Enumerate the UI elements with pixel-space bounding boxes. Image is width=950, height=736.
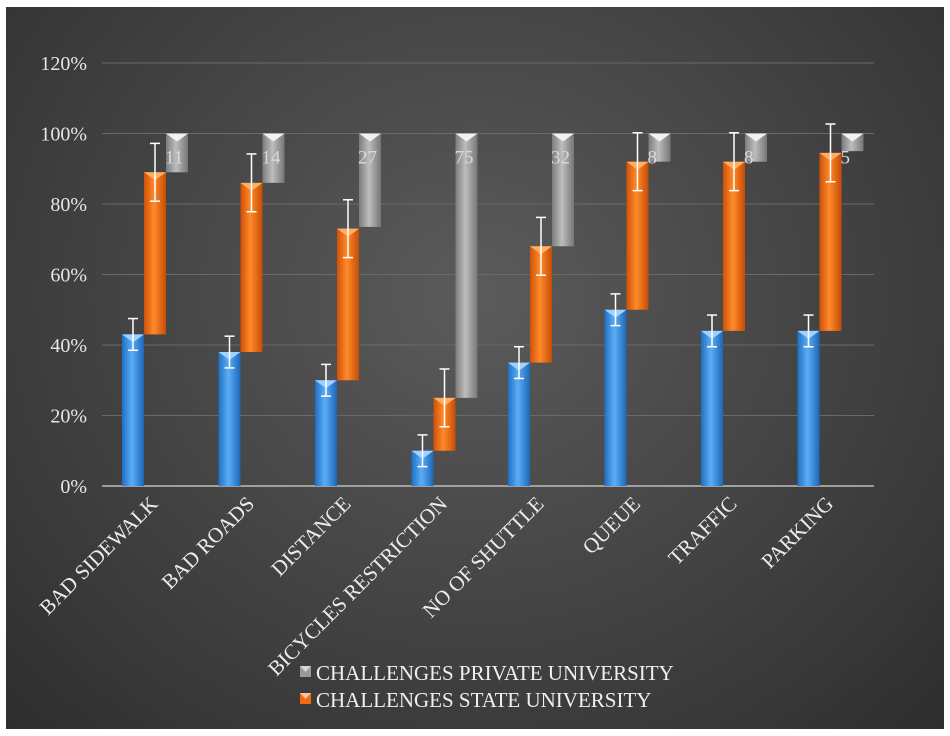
bar-gray (359, 133, 381, 227)
bars (122, 133, 864, 486)
bar-orange (819, 152, 842, 331)
bar-blue (604, 309, 627, 486)
bar-blue (411, 450, 434, 486)
bar-gray-cap (745, 133, 767, 142)
legend-swatch-cap (300, 693, 311, 699)
bar-blue (315, 380, 337, 486)
bar-orange (144, 172, 166, 335)
y-tick-label: 40% (50, 335, 87, 357)
bar-orange (240, 182, 263, 353)
bar-gray (166, 133, 188, 173)
bar-orange (530, 246, 552, 363)
y-tick-label: 100% (40, 124, 87, 146)
category-label: QUEUE (578, 492, 645, 559)
bar-gray (841, 133, 864, 152)
bar-blue (508, 362, 530, 486)
legend-label-private: CHALLENGES PRIVATE UNIVERSITY (316, 661, 674, 685)
data-label-gray: 5 (841, 147, 851, 168)
bar-gray-cap (359, 133, 381, 142)
gridlines (102, 62, 874, 487)
bar-gray (745, 133, 767, 162)
bar-orange (723, 161, 745, 331)
y-tick-label: 60% (50, 265, 87, 287)
error-bars (128, 123, 836, 468)
chart-frame: 0% 20% 40% 60% 80% 100% 120% 11 14 27 75 32 8 8 5 BAD… (6, 7, 944, 729)
data-label-gray: 32 (551, 147, 570, 168)
data-label-gray: 14 (262, 147, 282, 168)
bar-gray-cap (648, 133, 671, 142)
bar-gray-cap (841, 133, 864, 142)
bar-gray (455, 133, 478, 398)
data-labels: 11 14 27 75 32 8 8 5 (165, 147, 850, 168)
bar-blue (218, 352, 241, 486)
bar-blue (701, 330, 723, 486)
y-tick-label: 80% (50, 194, 87, 216)
y-tick-label: 120% (40, 53, 87, 75)
category-label: BAD SIDEWALK (35, 492, 163, 620)
data-label-gray: 8 (648, 147, 658, 168)
bar-orange (337, 228, 359, 381)
bar-blue (797, 330, 820, 486)
bar-orange (626, 161, 649, 310)
legend-label-state: CHALLENGES STATE UNIVERSITY (316, 688, 651, 712)
bar-chart: 0% 20% 40% 60% 80% 100% 120% 11 14 27 75 32 8 8 5 BAD… (35, 53, 874, 712)
bar-gray (262, 133, 285, 183)
bar-gray-cap (166, 133, 188, 142)
bar-gray-cap (552, 133, 574, 142)
category-label: DISTANCE (266, 492, 355, 581)
y-tick-label: 0% (60, 476, 87, 498)
bar-gray-cap (455, 133, 478, 142)
category-label: BICYCLES RESTRICTION (263, 492, 452, 681)
data-label-gray: 75 (455, 147, 474, 168)
bar-gray (648, 133, 671, 162)
bar-gray (552, 133, 574, 247)
data-label-gray: 8 (744, 147, 754, 168)
legend: CHALLENGES PRIVATE UNIVERSITY CHALLENGES … (300, 661, 674, 712)
data-label-gray: 11 (165, 147, 183, 168)
bar-gray-cap (262, 133, 285, 142)
legend-swatch-cap (300, 666, 311, 672)
category-label: BAD ROADS (157, 492, 259, 594)
y-tick-label: 20% (50, 406, 87, 428)
category-label: TRAFFIC (663, 492, 741, 570)
category-label: PARKING (756, 492, 838, 574)
data-label-gray: 27 (358, 147, 377, 168)
bar-blue (122, 334, 144, 486)
y-axis-ticks: 0% 20% 40% 60% 80% 100% 120% (40, 53, 87, 498)
